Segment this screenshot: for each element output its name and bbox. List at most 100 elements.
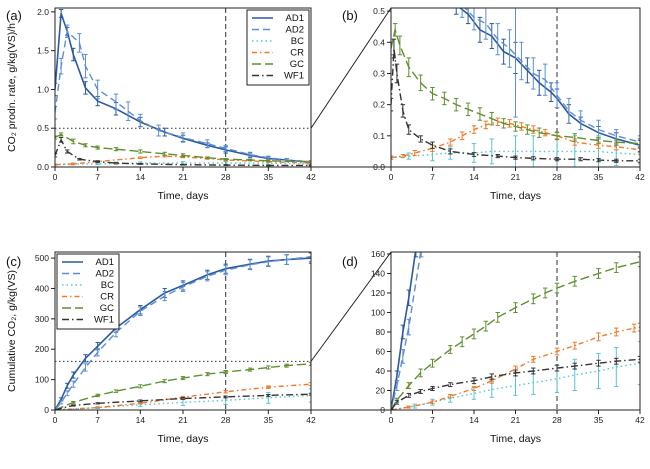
error-bar-cr [223,390,228,394]
error-bar-ad2 [542,63,548,96]
y-tick-label: 0.4 [373,37,385,47]
error-bar-cr [631,323,637,333]
error-bar-wf1 [394,63,400,84]
error-bar-gc [58,132,64,137]
series-line-ad2 [55,255,311,410]
legend-label-ad2: AD2 [286,25,304,36]
error-bar-cr [637,146,640,153]
x-tick-label: 35 [264,415,274,425]
error-bar-ad2 [247,259,253,271]
error-bar-ad2 [419,252,424,258]
x-tick-label: 0 [389,172,394,182]
error-bar-wf1 [223,164,228,166]
error-bar-cr [507,119,512,128]
error-bar-ad1 [400,324,406,340]
error-bar-gc [266,365,271,370]
error-bar-wf1 [180,163,186,166]
x-tick-label: 0 [53,415,58,425]
error-bar-wf1 [596,158,601,163]
error-bar-ad1 [489,23,494,50]
panel-c: (c) 0 7 14 21 28 35 42 0 100 200 300 400 500 Time, day… [6,251,316,445]
error-bar-wf1 [55,153,58,158]
panel-label: (b) [342,8,358,23]
error-bar-ad1 [308,252,311,264]
error-bar-gc [113,389,119,393]
error-bar-cr [495,117,500,127]
x-tick-label: 7 [430,172,435,182]
error-bar-cr [554,347,560,356]
y-tick-label: 0.3 [373,68,385,78]
error-bar-ad2 [495,23,500,56]
error-bar-wf1 [391,408,394,410]
error-bar-cr [483,120,489,130]
x-axis-label: Time, days [158,433,209,445]
y-tick-label: 160 [371,249,385,259]
error-bar-gc [247,367,253,372]
y-tick-label: 80 [376,327,386,337]
y-tick-label: 1.5 [37,46,49,56]
error-bar-cr [596,332,601,342]
x-tick-label: 42 [635,172,645,182]
x-tick-label: 28 [552,415,562,425]
error-bar-ad2 [205,271,210,282]
error-bar-gc [448,345,453,354]
error-bar-cr [406,405,411,409]
error-bar-wf1 [531,156,536,161]
error-bar-gc [537,127,542,138]
legend-label-cr: CR [100,292,114,303]
error-bar-bc [531,370,536,395]
error-bar-wf1 [406,392,411,398]
error-bar-bc [95,162,100,166]
error-bar-ad1 [83,354,88,363]
x-tick-label: 14 [136,415,146,425]
error-bar-wf1 [95,160,100,163]
error-bar-gc [572,133,577,142]
error-bar-gc [162,379,167,384]
error-bar-gc [501,118,506,129]
error-bar-gc [637,256,640,268]
legend-label-wf1: WF1 [94,315,114,326]
error-bar-ad2 [162,291,167,302]
error-bar-ad2 [138,113,143,128]
error-bar-ad1 [637,138,640,152]
legend-label-gc: GC [290,59,304,70]
error-bar-ad2 [180,132,186,143]
error-bar-wf1 [64,149,70,154]
y-tick-label: 40 [376,366,386,376]
error-bar-wf1 [637,355,640,363]
error-bar-gc [138,384,143,389]
x-tick-label: 35 [264,172,274,182]
error-bar-ad2 [266,155,271,160]
panel-d: (d)0 7 14 21 28 35 42020406080100120140160Time… [342,249,645,445]
error-bar-gc [205,156,210,159]
error-bar-wf1 [391,97,394,112]
error-bar-gc [554,282,560,294]
error-bar-cr [391,155,394,160]
legend-label-ad2: AD2 [96,269,114,280]
error-bar-ad1 [525,57,530,84]
error-bar-gc [391,41,394,56]
error-bar-wf1 [391,38,397,59]
error-bar-cr [71,162,76,166]
zoom-connectors [310,7,392,411]
error-bar-ad2 [471,8,477,31]
error-bar-ad2 [578,110,583,131]
error-bar-gc [554,131,560,141]
error-bar-wf1 [418,135,423,143]
error-bar-wf1 [471,377,477,385]
error-bar-gc [406,57,411,78]
y-tick-label: 400 [35,283,49,293]
error-bar-gc [442,91,447,106]
error-bar-gc [113,147,119,152]
error-bar-cr [471,125,477,134]
error-bar-wf1 [394,399,400,405]
error-bar-ad2 [400,349,406,364]
error-bar-gc [418,368,423,378]
error-bar-gc [637,140,640,148]
series-line-ad2 [391,252,422,410]
error-bar-gc [406,382,411,390]
error-bar-wf1 [266,164,271,167]
panel-a: (a) 0 7 14 21 28 35 42 0.0 0.5 1.0 1.5 2.0 Time, days… [6,7,316,202]
x-tick-label: 0 [389,415,394,425]
